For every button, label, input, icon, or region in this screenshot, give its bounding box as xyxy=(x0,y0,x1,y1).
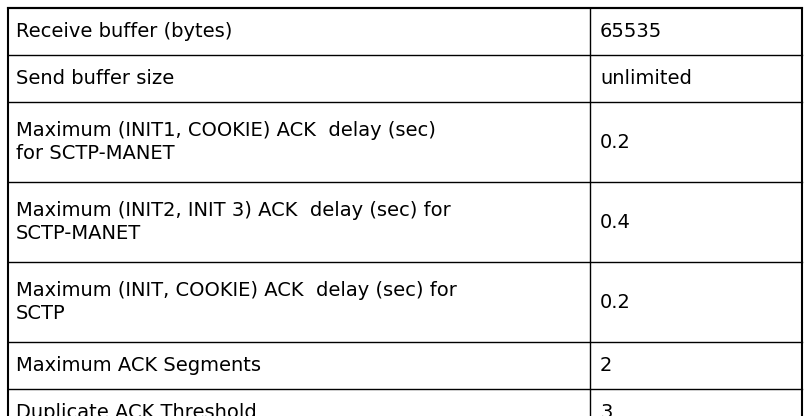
Text: 3: 3 xyxy=(600,403,612,416)
Text: Maximum (INIT2, INIT 3) ACK  delay (sec) for
SCTP-MANET: Maximum (INIT2, INIT 3) ACK delay (sec) … xyxy=(16,201,450,243)
Text: 65535: 65535 xyxy=(600,22,663,41)
Text: 0.2: 0.2 xyxy=(600,133,631,151)
Text: 0.2: 0.2 xyxy=(600,292,631,312)
Text: Maximum (INIT, COOKIE) ACK  delay (sec) for
SCTP: Maximum (INIT, COOKIE) ACK delay (sec) f… xyxy=(16,281,457,323)
Text: 2: 2 xyxy=(600,356,612,375)
Text: 0.4: 0.4 xyxy=(600,213,631,231)
Text: unlimited: unlimited xyxy=(600,69,692,88)
Text: Duplicate ACK Threshold: Duplicate ACK Threshold xyxy=(16,403,257,416)
Text: Maximum ACK Segments: Maximum ACK Segments xyxy=(16,356,261,375)
Text: Maximum (INIT1, COOKIE) ACK  delay (sec)
for SCTP-MANET: Maximum (INIT1, COOKIE) ACK delay (sec) … xyxy=(16,121,436,163)
Text: Receive buffer (bytes): Receive buffer (bytes) xyxy=(16,22,232,41)
Text: Send buffer size: Send buffer size xyxy=(16,69,174,88)
